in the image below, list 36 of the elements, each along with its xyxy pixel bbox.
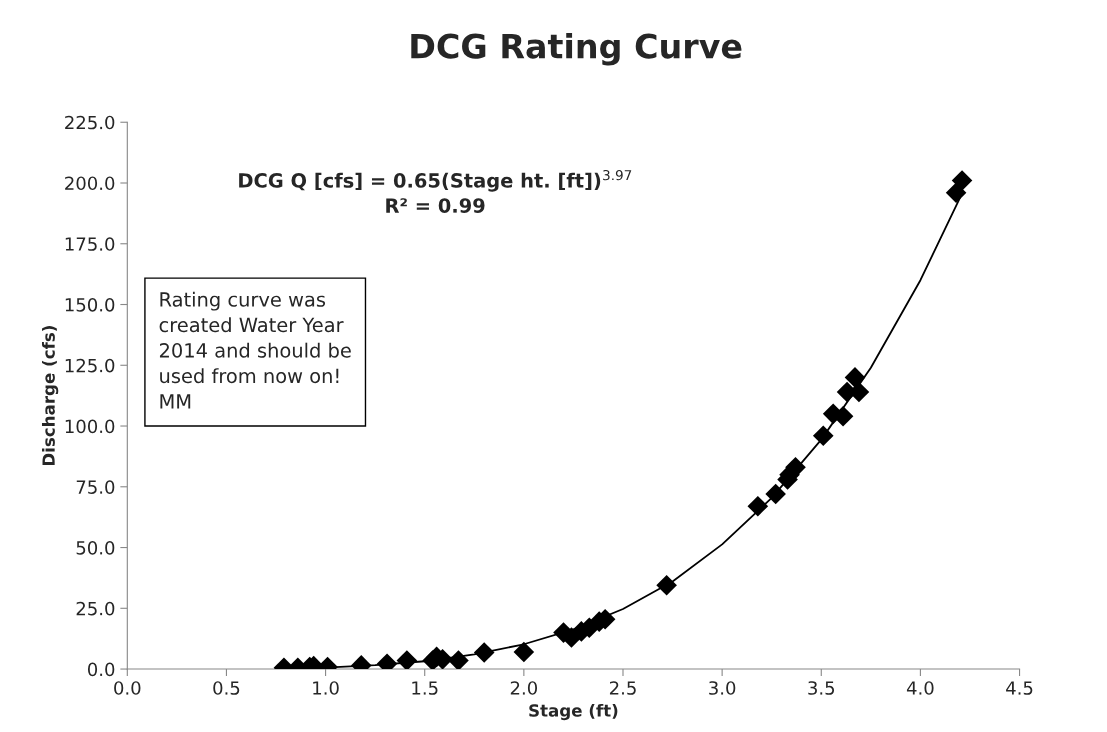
x-tick-label: 2.5: [609, 681, 636, 695]
x-tick-label: 2.0: [510, 681, 538, 695]
x-tick-label: 0.5: [213, 681, 240, 695]
x-tick-label: 1.0: [313, 681, 339, 695]
y-tick-label: 125.0: [65, 358, 115, 373]
text: DCG Q [cfs] = 0.65(Stage ht. [ft])$^{3.97}$ R² = 0.99: [239, 169, 632, 213]
chart-title: DCG Rating Curve: [411, 32, 742, 66]
x-tick-label: 1.5: [412, 681, 438, 695]
point: [473, 642, 495, 663]
y-tick-label: 75.0: [76, 480, 115, 494]
point: [765, 483, 786, 505]
x-axis-title: Stage (ft): [529, 703, 618, 721]
point: [945, 182, 967, 204]
point: [844, 367, 866, 388]
point: [656, 574, 677, 596]
x-tick-label: 0.0: [114, 681, 141, 695]
x-tick-label: 4.5: [1006, 681, 1033, 695]
y-tick-label: 150.0: [65, 297, 115, 312]
point: [448, 650, 469, 670]
y-tick-label: 50.0: [76, 541, 115, 555]
point: [513, 641, 535, 663]
y-tick-label: 0.0: [87, 662, 115, 677]
point: [396, 650, 418, 670]
point: [951, 170, 973, 191]
x-tick-label: 3.5: [808, 681, 835, 695]
y-tick-label: 25.0: [76, 601, 115, 616]
annotation: Rating curve was created Water Year 2014 and should be used from now on! MM: [159, 291, 351, 409]
point: [812, 425, 834, 447]
x-tick-label: 3.0: [709, 681, 736, 695]
y-tick-label: 100.0: [65, 419, 115, 434]
y-axis-title: Discharge (cfs): [41, 326, 59, 466]
y-tick-label: 200.0: [65, 176, 115, 191]
point: [747, 495, 769, 517]
y-tick-label: 225.0: [65, 115, 115, 130]
x-tick-label: 4.0: [906, 681, 934, 695]
y-tick-label: 175.0: [65, 237, 115, 251]
